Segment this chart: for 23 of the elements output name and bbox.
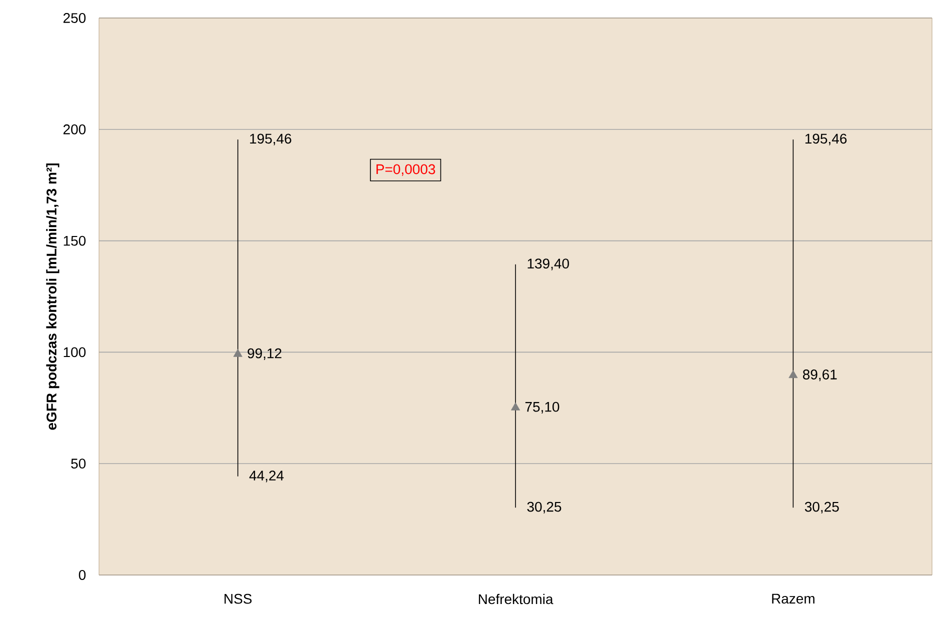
annotation: P=0,0003 xyxy=(376,164,436,176)
y-tick-label: 150 xyxy=(64,236,86,246)
annotation: 30,25 xyxy=(804,502,839,514)
x-tick-label: Razem xyxy=(772,594,814,604)
y-tick-label: 50 xyxy=(71,458,86,469)
data-label: 89,61 xyxy=(802,370,837,382)
y-tick-label: 0 xyxy=(78,570,86,580)
x-tick-label: Nefrektomia xyxy=(478,594,554,604)
annotation: 30,25 xyxy=(527,502,562,514)
y-axis-title: eGFR podczas kontroli [mL/min/1,73 m²] xyxy=(46,163,60,430)
y-tick-label: 250 xyxy=(63,13,86,23)
y-tick-label: 100 xyxy=(64,347,86,358)
annotation: 195,46 xyxy=(250,134,292,146)
point xyxy=(510,402,520,410)
point xyxy=(788,370,798,378)
data-label: 75,10 xyxy=(525,402,560,414)
point xyxy=(233,348,242,357)
annotation: 139,40 xyxy=(528,258,569,270)
x-tick-label: NSS xyxy=(224,594,252,604)
data-label: 99,12 xyxy=(248,348,282,360)
annotation: 44,24 xyxy=(249,470,284,482)
y-tick-label: 200 xyxy=(63,124,86,134)
annotation: 195,46 xyxy=(805,134,847,146)
